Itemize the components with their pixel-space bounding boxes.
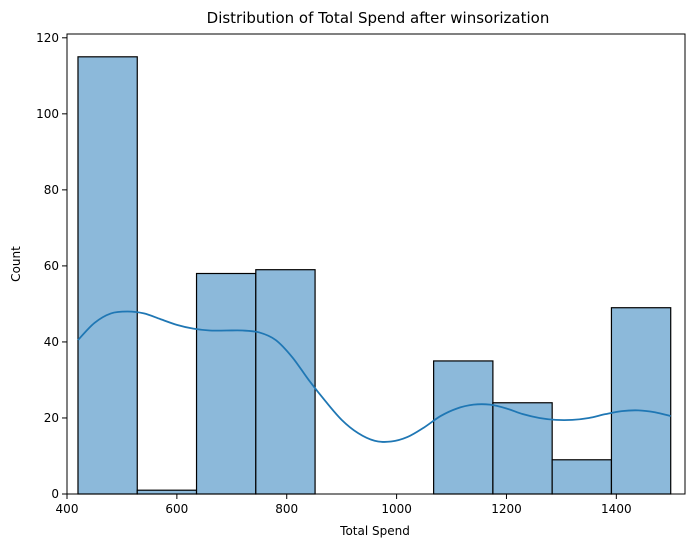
- y-tick-label: 0: [51, 487, 59, 501]
- histogram-bar-8: [551, 459, 613, 495]
- histogram-bar-9: [610, 307, 672, 495]
- y-tick-label: 20: [44, 411, 59, 425]
- kde-curve: [77, 310, 671, 443]
- y-tick-label: 40: [44, 335, 59, 349]
- x-tick-label: 1000: [381, 502, 412, 516]
- axes: 400 600 800 1000 1200 1400 0 20 40 60 80 100 120: [36, 31, 686, 516]
- y-tick-label: 80: [44, 183, 59, 197]
- histogram-bar-0: [77, 56, 138, 495]
- x-tick-label: 1200: [491, 502, 522, 516]
- x-axis-label: Total Spend: [339, 524, 410, 538]
- histogram-bar-2: [195, 272, 257, 495]
- x-tick-label: 600: [165, 502, 188, 516]
- histogram-bar-1: [136, 489, 198, 495]
- histogram-bar-3: [255, 269, 316, 495]
- y-tick-label: 100: [36, 107, 59, 121]
- x-tick-label: 800: [275, 502, 298, 516]
- chart-title: Distribution of Total Spend after winsor…: [207, 9, 550, 27]
- x-tick-label: 400: [56, 502, 79, 516]
- histogram-bar-7: [492, 402, 553, 495]
- y-axis-label: Count: [9, 246, 23, 282]
- y-tick-label: 60: [44, 259, 59, 273]
- histogram-bars: [77, 56, 672, 495]
- x-tick-label: 1400: [601, 502, 632, 516]
- histogram-bar-6: [433, 360, 494, 495]
- y-tick-label: 120: [36, 31, 59, 45]
- plot-frame: [66, 33, 686, 495]
